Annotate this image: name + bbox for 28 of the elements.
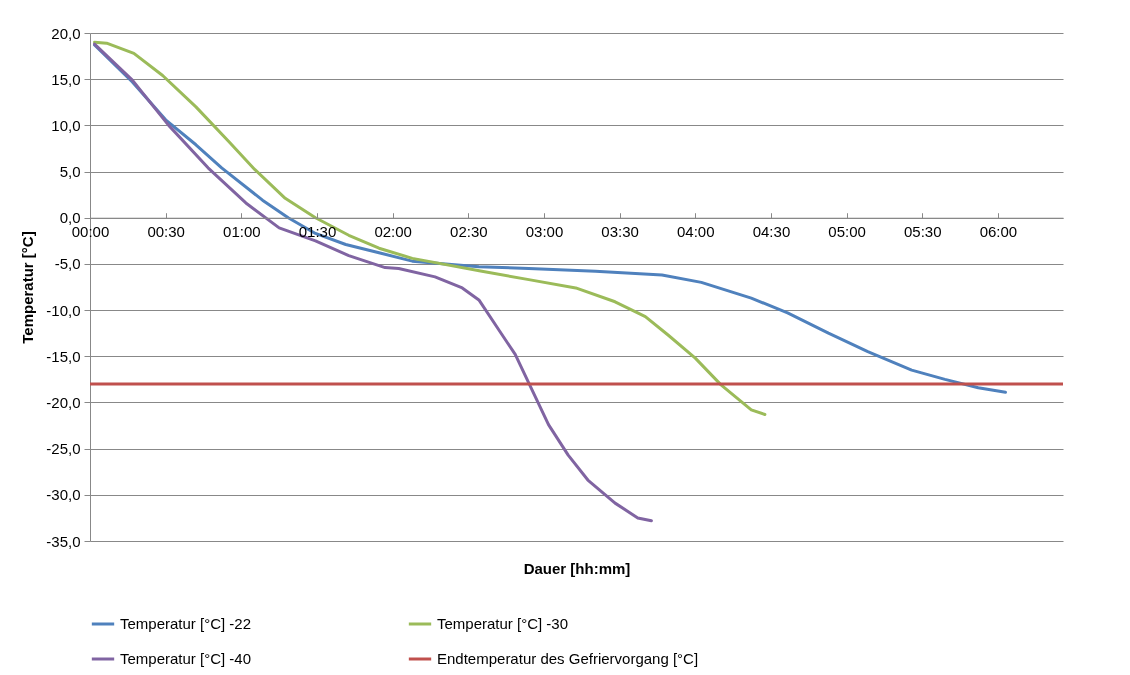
x-tick-label: 05:00: [828, 223, 866, 241]
y-tick-label: -15,0: [46, 347, 81, 365]
y-tick-label: -30,0: [46, 486, 81, 504]
y-tick-label: -20,0: [46, 393, 81, 411]
y-tick-label: -35,0: [46, 532, 81, 550]
x-tick-label: 06:00: [979, 223, 1018, 241]
y-tick-label: 15,0: [51, 70, 81, 88]
legend-label: Temperatur [°C] -30: [437, 615, 569, 632]
legend-label: Temperatur [°C] -22: [120, 615, 252, 632]
y-tick-label: 20,0: [51, 24, 81, 42]
x-tick-label: 04:00: [677, 223, 715, 241]
legend-label: Temperatur [°C] -40: [120, 650, 252, 667]
x-tick-label: 03:00: [525, 223, 564, 241]
y-tick-label: -25,0: [46, 440, 81, 458]
y-axis-title: Temperatur [°C]: [19, 231, 37, 344]
x-tick-label: 02:00: [374, 223, 412, 241]
y-tick-label: -5,0: [54, 255, 81, 273]
x-axis-title: Dauer [hh:mm]: [523, 559, 631, 577]
y-tick-label: 5,0: [59, 163, 81, 181]
legend-label: Endtemperatur des Gefriervorgang [°C]: [437, 650, 699, 667]
x-tick-label: 00:30: [147, 223, 185, 241]
x-tick-label: 01:00: [223, 223, 261, 241]
x-tick-label: 03:30: [601, 223, 639, 241]
x-tick-label: 05:30: [904, 223, 942, 241]
x-tick-label: 02:30: [450, 223, 488, 241]
y-tick-label: -10,0: [46, 301, 81, 319]
y-tick-label: 10,0: [51, 116, 81, 134]
x-tick-label: 04:30: [752, 223, 791, 241]
